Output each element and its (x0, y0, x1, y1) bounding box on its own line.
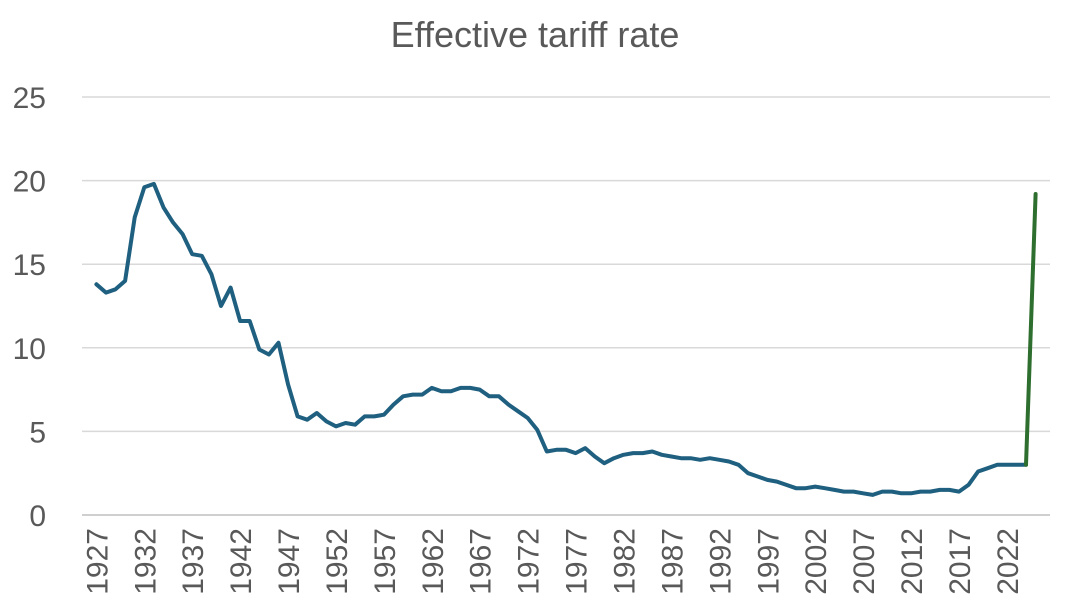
x-tick-label: 1957 (369, 528, 402, 595)
x-tick-label: 1927 (81, 528, 114, 595)
x-tick-label: 2022 (992, 528, 1025, 595)
x-tick-label: 1977 (561, 528, 594, 595)
x-tick-label: 1997 (752, 528, 785, 595)
y-tick-label: 15 (13, 249, 46, 282)
x-tick-label: 1962 (417, 528, 450, 595)
chart-title: Effective tariff rate (390, 14, 680, 55)
x-tick-label: 1947 (273, 528, 306, 595)
x-tick-label: 1982 (609, 528, 642, 595)
x-tick-label: 1952 (321, 528, 354, 595)
y-tick-label: 0 (29, 500, 46, 533)
x-tick-label: 1992 (704, 528, 737, 595)
y-tick-label: 20 (13, 166, 46, 199)
x-tick-label: 2007 (848, 528, 881, 595)
x-tick-label: 1967 (465, 528, 498, 595)
x-tick-label: 1942 (225, 528, 258, 595)
series-line-projected (1024, 192, 1038, 467)
x-tick-label: 1932 (129, 528, 162, 595)
y-tick-label: 5 (29, 416, 46, 449)
x-tick-label: 1987 (656, 528, 689, 595)
series-line-historical (94, 181, 1028, 497)
y-tick-label: 10 (13, 333, 46, 366)
x-tick-label: 1937 (177, 528, 210, 595)
x-tick-label: 2002 (800, 528, 833, 595)
x-tick-label: 2017 (944, 528, 977, 595)
x-tick-label: 1972 (513, 528, 546, 595)
x-tick-label: 2012 (896, 528, 929, 595)
y-tick-label: 25 (13, 82, 46, 115)
